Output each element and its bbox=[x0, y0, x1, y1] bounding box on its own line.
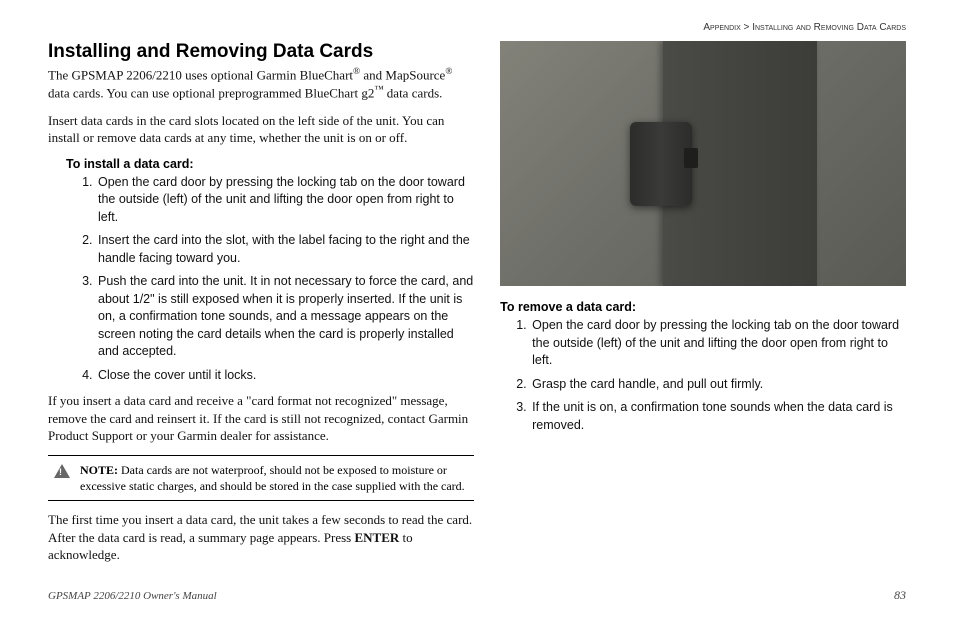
photo-card-door bbox=[630, 122, 692, 206]
breadcrumb-sub: Installing and Removing Data Cards bbox=[752, 22, 906, 33]
intro1-c: data cards. You can use optional preprog… bbox=[48, 85, 374, 100]
page-footer: GPSMAP 2206/2210 Owner's Manual 83 bbox=[48, 580, 906, 603]
intro1-a: The GPSMAP 2206/2210 uses optional Garmi… bbox=[48, 67, 353, 82]
install-step: Insert the card into the slot, with the … bbox=[96, 232, 474, 267]
intro-paragraph-1: The GPSMAP 2206/2210 uses optional Garmi… bbox=[48, 66, 474, 102]
note-box: NOTE: Data cards are not waterproof, sho… bbox=[48, 455, 474, 501]
install-heading: To install a data card: bbox=[66, 157, 474, 171]
note-label: NOTE: bbox=[80, 463, 118, 477]
breadcrumb-section: Appendix bbox=[703, 22, 740, 33]
install-step: Open the card door by pressing the locki… bbox=[96, 174, 474, 227]
product-photo bbox=[500, 41, 906, 286]
page-title: Installing and Removing Data Cards bbox=[48, 41, 474, 63]
remove-steps: Open the card door by pressing the locki… bbox=[500, 317, 906, 434]
remove-step: Grasp the card handle, and pull out firm… bbox=[530, 376, 906, 394]
reg-mark-2: ® bbox=[445, 67, 452, 77]
intro-paragraph-2: Insert data cards in the card slots loca… bbox=[48, 112, 474, 147]
warning-icon bbox=[54, 464, 70, 478]
remove-step: If the unit is on, a confirmation tone s… bbox=[530, 399, 906, 434]
intro1-b: and MapSource bbox=[360, 67, 445, 82]
breadcrumb-sep: > bbox=[741, 22, 752, 33]
install-step: Push the card into the unit. It in not n… bbox=[96, 273, 474, 361]
footer-manual-title: GPSMAP 2206/2210 Owner's Manual bbox=[48, 590, 217, 602]
photo-tab bbox=[684, 148, 698, 168]
breadcrumb: Appendix > Installing and Removing Data … bbox=[48, 22, 906, 33]
page-container: Appendix > Installing and Removing Data … bbox=[0, 0, 954, 621]
footer-page-number: 83 bbox=[894, 588, 906, 603]
remove-step: Open the card door by pressing the locki… bbox=[530, 317, 906, 370]
after-install-paragraph: If you insert a data card and receive a … bbox=[48, 392, 474, 445]
right-column: To remove a data card: Open the card doo… bbox=[500, 41, 906, 580]
left-column: Installing and Removing Data Cards The G… bbox=[48, 41, 474, 580]
remove-heading: To remove a data card: bbox=[500, 300, 906, 314]
install-block: To install a data card: Open the card do… bbox=[66, 157, 474, 385]
install-steps: Open the card door by pressing the locki… bbox=[66, 174, 474, 385]
note-text: NOTE: Data cards are not waterproof, sho… bbox=[80, 462, 468, 494]
tm-mark: ™ bbox=[374, 85, 383, 95]
note-body: Data cards are not waterproof, should no… bbox=[80, 463, 465, 493]
intro1-d: data cards. bbox=[384, 85, 443, 100]
content-columns: Installing and Removing Data Cards The G… bbox=[48, 41, 906, 580]
install-step: Close the cover until it locks. bbox=[96, 367, 474, 385]
enter-key: ENTER bbox=[354, 530, 399, 545]
firsttime-paragraph: The first time you insert a data card, t… bbox=[48, 511, 474, 564]
